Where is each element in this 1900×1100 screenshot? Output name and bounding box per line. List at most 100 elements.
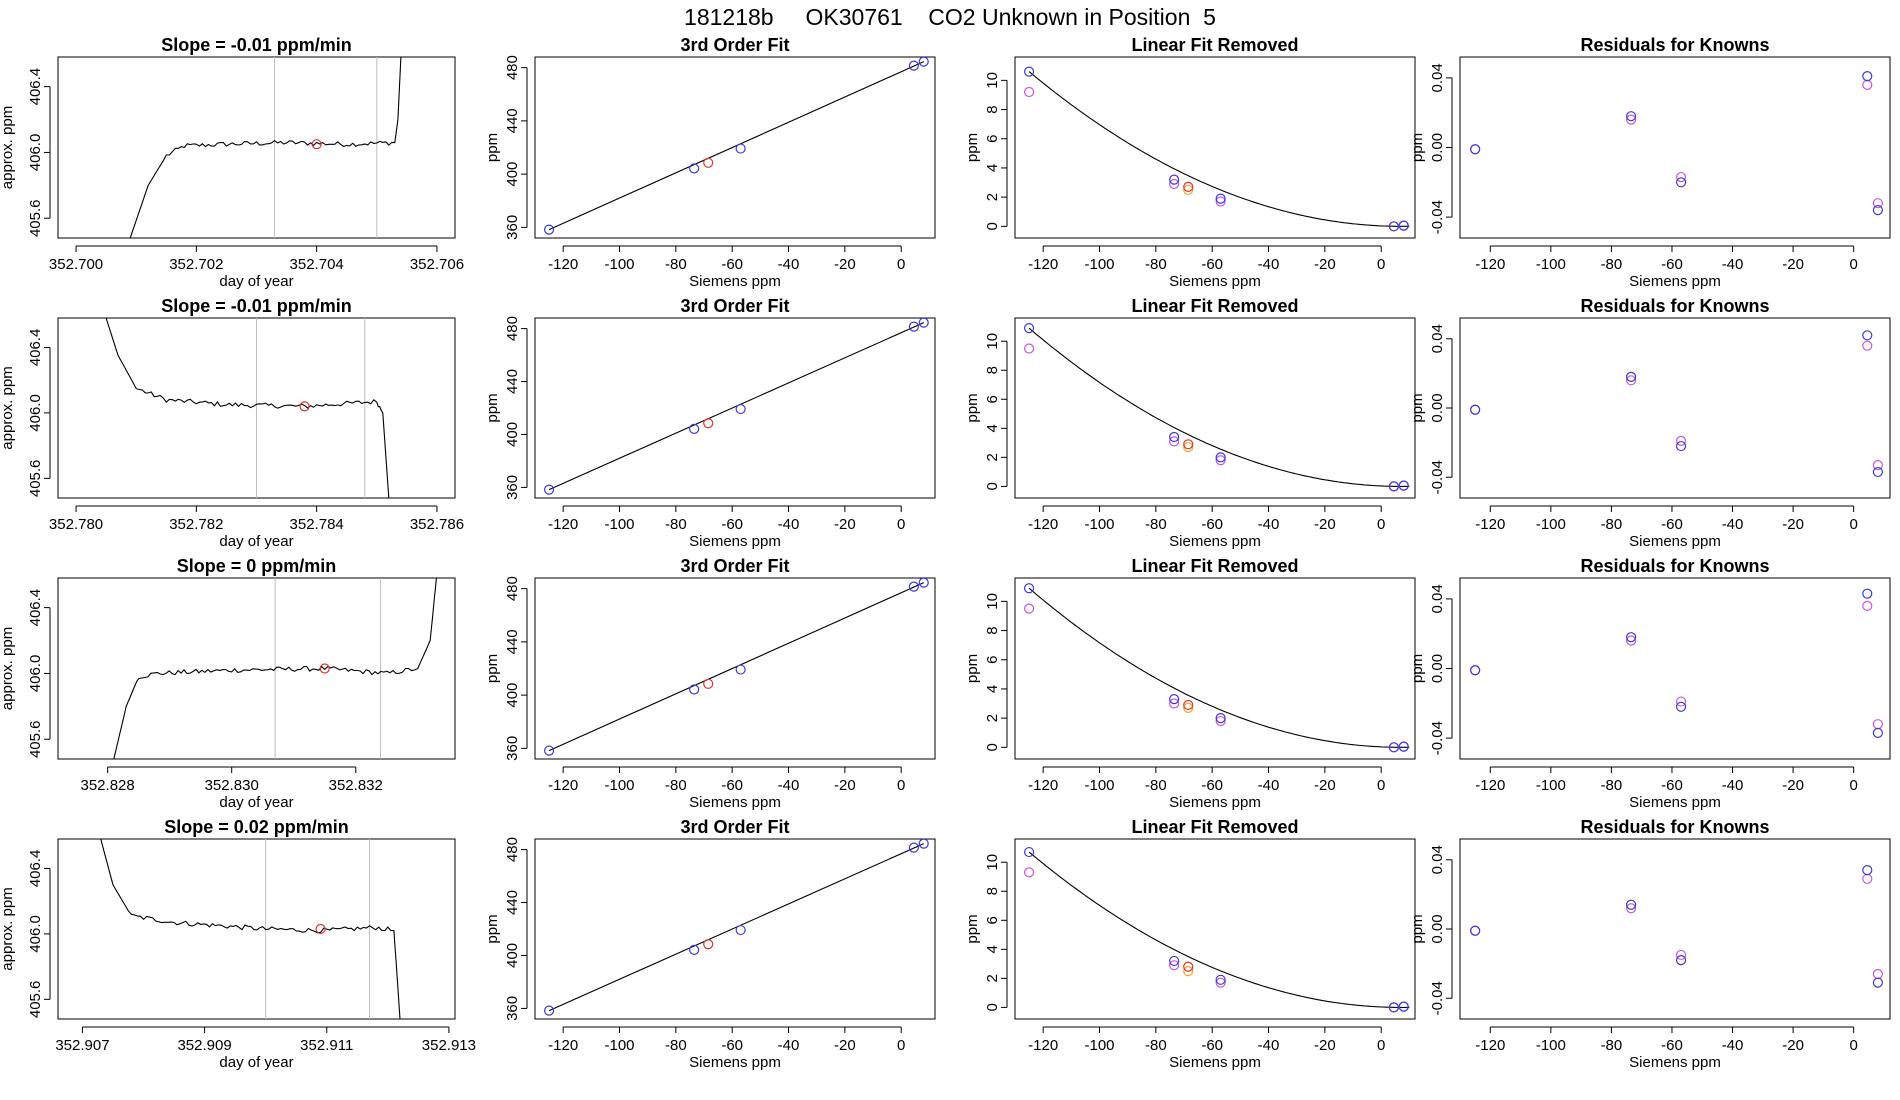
panel-2: 3rd Order Fit -120 -100 -80 -60 -40 -20 0 Siemen… [484, 35, 936, 290]
y-tick-label: 400 [504, 683, 521, 708]
fit-line [548, 61, 924, 231]
panel-6: 3rd Order Fit -120 -100 -80 -60 -40 -20 0 Siemen… [484, 296, 936, 550]
known-point-alt [1675, 949, 1687, 961]
y-tick-label: 8 [984, 626, 1001, 634]
known-point-alt [1169, 698, 1180, 709]
x-tick-label: -60 [1201, 256, 1223, 273]
x-tick-label: 0 [897, 256, 905, 273]
known-point [1398, 741, 1409, 752]
panel-title: Linear Fit Removed [1131, 35, 1298, 55]
x-axis-label: day of year [219, 794, 293, 811]
y-tick-label: 0.04 [1429, 63, 1446, 92]
panel-13: Slope = 0.02 ppm/min 352.907 352.909 352.91… [0, 817, 476, 1071]
panel-title: 3rd Order Fit [680, 35, 789, 55]
plot-frame [534, 838, 936, 1020]
panel-5: Slope = -0.01 ppm/min 352.780 352.782 352.7… [0, 296, 464, 550]
y-tick-label: 440 [504, 369, 521, 394]
y-tick-label: 405.6 [27, 460, 44, 498]
x-tick-label: -100 [1084, 1037, 1114, 1054]
y-tick-label: 0 [984, 482, 1001, 490]
x-tick-label: -120 [1475, 777, 1505, 794]
known-point [908, 842, 919, 853]
known-point-alt [1023, 603, 1035, 614]
x-tick-label: -100 [1536, 1037, 1566, 1054]
x-tick-label: -60 [721, 516, 743, 533]
x-tick-label: -40 [1722, 516, 1744, 533]
known-point [1470, 665, 1481, 676]
known-point [1388, 481, 1399, 492]
y-axis-label: ppm [964, 393, 981, 422]
x-tick-label: -80 [1601, 256, 1623, 273]
y-tick-label: 2 [984, 193, 1001, 201]
known-point-alt [1023, 867, 1035, 878]
panel-3: Linear Fit Removed -120 -100 -80 -60 -40 -20 0 S… [964, 35, 1416, 290]
x-tick-label: -20 [1314, 1037, 1336, 1054]
y-axis-label: ppm [964, 654, 981, 683]
unknown-point [1183, 699, 1194, 711]
known-point-alt [1862, 600, 1873, 611]
y-tick-label: 406.4 [27, 329, 44, 367]
known-point-alt [1625, 114, 1637, 125]
plot-area [1023, 323, 1410, 492]
known-point-alt [1023, 86, 1035, 98]
x-tick-label: -40 [1258, 1037, 1280, 1054]
y-tick-label: 0.00 [1429, 393, 1446, 422]
panel-title: Slope = -0.01 ppm/min [161, 296, 352, 316]
x-tick-label: 352.784 [290, 516, 344, 533]
data-trace [100, 839, 401, 1019]
panel-title: Slope = -0.01 ppm/min [161, 35, 352, 55]
known-point [1398, 220, 1409, 231]
plot-area [1470, 588, 1883, 738]
fit-line [548, 582, 924, 752]
known-point [735, 924, 746, 936]
known-point [1388, 742, 1399, 753]
y-tick-label: 480 [504, 837, 521, 862]
fit-curve [1028, 587, 1410, 748]
plot-area [543, 318, 929, 495]
unknown-marker [319, 663, 330, 674]
plot-area [113, 578, 437, 759]
fit-curve [1028, 851, 1410, 1008]
x-axis-label: Siemens ppm [1169, 794, 1261, 811]
x-tick-label: 0 [1377, 256, 1385, 273]
plot-frame [1459, 577, 1891, 760]
panel-4: Residuals for Knowns -120 -100 -80 -60 -40 -20… [1409, 35, 1891, 290]
known-point [908, 581, 919, 592]
known-point [918, 839, 929, 849]
y-tick-label: 2 [984, 714, 1001, 722]
x-tick-label: -80 [665, 777, 687, 794]
x-tick-label: 352.786 [410, 516, 464, 533]
unknown-point [703, 678, 714, 689]
known-point-alt [1862, 340, 1873, 351]
known-point-alt [1215, 715, 1226, 727]
y-tick-label: 480 [504, 55, 521, 80]
x-tick-label: 0 [1849, 1037, 1857, 1054]
known-point [1872, 727, 1883, 738]
y-tick-label: 406.0 [27, 655, 44, 693]
y-axis-label: ppm [484, 393, 501, 422]
panel-title: Residuals for Knowns [1580, 296, 1769, 316]
known-point-alt [1675, 171, 1687, 183]
x-axis-label: Siemens ppm [1169, 273, 1261, 290]
known-point [908, 60, 919, 71]
unknown-marker [311, 139, 322, 150]
data-trace [113, 578, 437, 759]
fit-curve [1028, 71, 1410, 227]
x-tick-label: 352.702 [169, 256, 223, 273]
x-tick-label: -60 [1201, 777, 1223, 794]
fit-line [548, 322, 924, 491]
known-point [1862, 330, 1873, 341]
x-tick-label: -100 [1084, 777, 1114, 794]
plot-frame [57, 838, 456, 1020]
known-point-alt [1215, 196, 1226, 207]
x-tick-label: 352.909 [177, 1037, 231, 1054]
x-tick-label: -100 [1536, 516, 1566, 533]
data-trace [105, 318, 390, 498]
plot-frame [534, 577, 936, 760]
known-point [543, 224, 555, 235]
unknown-point [703, 418, 714, 429]
known-point [1023, 846, 1035, 858]
y-tick-label: 8 [984, 105, 1001, 113]
plot-frame [1459, 317, 1891, 499]
y-tick-label: 6 [984, 135, 1001, 143]
